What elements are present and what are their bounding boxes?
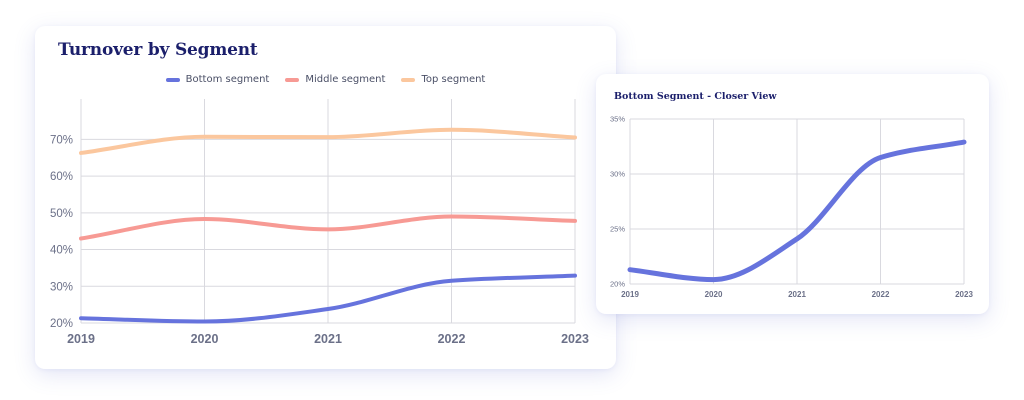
x-tick-label: 2021 [314,332,342,346]
y-tick-label: 30% [50,281,73,293]
series-line-bottom [627,139,967,283]
y-tick-label: 70% [50,134,73,146]
zoom-chart-title: Bottom Segment - Closer View [614,91,777,102]
x-tick-label: 2019 [621,290,639,299]
y-tick-label: 20% [610,280,625,289]
legend-swatch-top [401,77,416,82]
legend-swatch-middle [285,77,300,82]
y-tick-label: 35% [610,115,625,124]
x-tick-label: 2020 [191,332,219,346]
main-chart-plot: 20% 30% 40% 50% 60% 70% 2019 2020 2021 2022 2023 [50,99,589,346]
legend-label-bottom: Bottom segment [185,74,270,85]
series-line-bottom [79,273,577,324]
x-tick-label: 2022 [438,332,466,346]
main-chart-card: Turnover by Segment Bottom segment Middl… [35,26,616,369]
main-chart-title: Turnover by Segment [58,40,258,60]
y-tick-label: 20% [50,318,73,330]
y-tick-label: 25% [610,225,625,234]
y-tick-label: 40% [50,245,73,257]
y-tick-label: 60% [50,171,73,183]
legend-label-top: Top segment [421,74,486,85]
legend-label-middle: Middle segment [305,74,386,85]
y-tick-label: 50% [50,208,73,220]
y-tick-label: 30% [610,170,625,179]
series-line-top [79,127,577,155]
legend-item-bottom[interactable]: Bottom segment [165,74,270,85]
series-line-middle [79,214,577,241]
legend-item-top[interactable]: Top segment [401,74,485,85]
zoom-chart-plot: 20% 25% 30% 35% 2019 2020 2021 2022 2023 [610,115,973,299]
legend-swatch-bottom [165,77,180,82]
x-tick-label: 2023 [561,332,589,346]
x-tick-label: 2020 [705,290,723,299]
x-tick-label: 2021 [788,290,806,299]
x-tick-label: 2022 [872,290,890,299]
legend-item-middle[interactable]: Middle segment [285,74,385,85]
x-tick-label: 2019 [67,332,95,346]
main-chart-legend: Bottom segment Middle segment Top segmen… [35,74,616,85]
zoom-chart-card: Bottom Segment - Closer View 20% 25% 30% 35… [596,74,989,314]
x-tick-label: 2023 [955,290,973,299]
